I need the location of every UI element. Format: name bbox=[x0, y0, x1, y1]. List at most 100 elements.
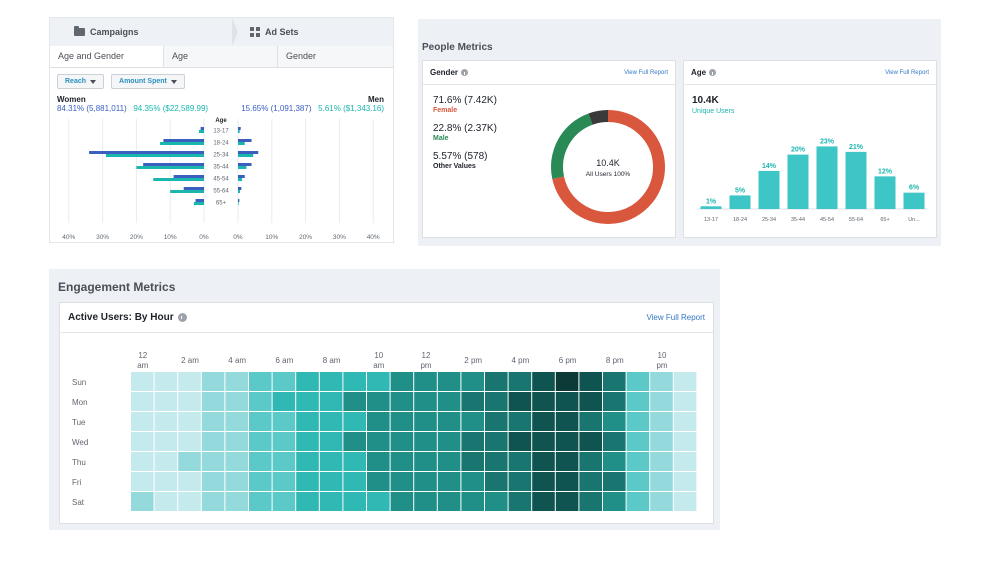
age-category-label: Un... bbox=[908, 217, 920, 223]
heatmap-cell bbox=[225, 472, 248, 491]
heatmap-cell bbox=[249, 372, 272, 391]
bar-men-reach bbox=[238, 127, 241, 130]
heatmap-col-label: 4 pm bbox=[512, 356, 530, 365]
heatmap-cell bbox=[178, 492, 201, 511]
gender-stats: 71.6% (7.42K) Female 22.8% (2.37K) Male … bbox=[433, 95, 497, 179]
heatmap-cell bbox=[343, 472, 366, 491]
heatmap-cell bbox=[178, 472, 201, 491]
heatmap-col-label-suffix: am bbox=[137, 361, 148, 370]
bar-men-spent bbox=[238, 142, 245, 145]
heatmap-row-label: Sat bbox=[72, 498, 85, 507]
age-category-label: 18-24 bbox=[213, 141, 229, 147]
gender-totals: Women Men 84.31% (5,881,011) 94.35% ($22… bbox=[57, 95, 384, 113]
age-category-label: 55-64 bbox=[849, 217, 863, 223]
heatmap-cell bbox=[272, 472, 296, 491]
heatmap-col-label-suffix: am bbox=[373, 361, 384, 370]
age-bar-value-label: 1% bbox=[706, 198, 717, 205]
gender-view-full-report-link[interactable]: View Full Report bbox=[624, 69, 668, 76]
heatmap-cell bbox=[319, 472, 343, 491]
donut-center-label: All Users 100% bbox=[586, 171, 631, 178]
heatmap-cell bbox=[532, 452, 555, 471]
gender-stat-female: 71.6% (7.42K) Female bbox=[433, 95, 497, 114]
heatmap-cell bbox=[249, 452, 272, 471]
donut-center-value: 10.4K bbox=[596, 158, 620, 168]
heatmap-cell bbox=[343, 372, 366, 391]
heatmap-cell bbox=[154, 452, 178, 471]
heatmap-cell bbox=[579, 472, 602, 491]
info-icon[interactable] bbox=[177, 313, 187, 322]
gender-donut-chart: 10.4K All Users 100% bbox=[551, 110, 665, 224]
breadcrumb-ad-sets-label: Ad Sets bbox=[265, 27, 299, 37]
amount-spent-dropdown[interactable]: Amount Spent bbox=[111, 74, 185, 89]
heatmap-cell bbox=[178, 392, 201, 411]
heatmap-cell bbox=[673, 372, 697, 391]
breadcrumb: Campaigns Ad Sets bbox=[50, 18, 393, 46]
gender-stat-other: 5.57% (578) Other Values bbox=[433, 151, 497, 170]
age-category-label: 25-34 bbox=[213, 153, 229, 159]
age-bar-chart: 1% 13-17 5% 18-24 14% 25-34 20% 35-44 23% 45-54 21… bbox=[697, 138, 927, 223]
age-card-title: Age bbox=[691, 68, 717, 77]
heatmap-cell bbox=[579, 372, 602, 391]
age-bar-value-label: 21% bbox=[849, 144, 864, 151]
info-icon[interactable] bbox=[461, 69, 469, 76]
heatmap-cell bbox=[319, 492, 343, 511]
bar-women-spent bbox=[105, 154, 204, 157]
reach-dropdown[interactable]: Reach bbox=[57, 74, 105, 89]
tab-gender[interactable]: Gender bbox=[278, 46, 393, 67]
heatmap-row-label: Wed bbox=[72, 438, 88, 447]
x-tick-label: 30% bbox=[333, 234, 346, 241]
age-bar bbox=[729, 195, 751, 209]
tab-age[interactable]: Age bbox=[164, 46, 278, 67]
heatmap-cell bbox=[508, 372, 532, 391]
bar-men-spent bbox=[238, 202, 239, 205]
active-users-view-full-report-link[interactable]: View Full Report bbox=[646, 313, 705, 322]
breadcrumb-ad-sets[interactable]: Ad Sets bbox=[232, 18, 313, 46]
heatmap-cell bbox=[461, 392, 484, 411]
heatmap-cell bbox=[131, 372, 154, 391]
bar-women-reach bbox=[183, 187, 204, 190]
age-bar-value-label: 6% bbox=[909, 185, 920, 192]
heatmap-row-label: Mon bbox=[72, 398, 88, 407]
heatmap-cell bbox=[414, 472, 437, 491]
amount-spent-dropdown-label: Amount Spent bbox=[119, 78, 167, 85]
other-value: 5.57% (578) bbox=[433, 151, 488, 162]
bar-women-reach bbox=[195, 199, 204, 202]
grid-icon bbox=[250, 27, 260, 37]
heatmap-cell bbox=[603, 392, 626, 411]
heatmap-cell bbox=[154, 412, 178, 431]
heatmap-cell bbox=[367, 372, 390, 391]
heatmap-cell bbox=[296, 412, 319, 431]
heatmap-cell bbox=[131, 452, 154, 471]
x-tick-label: 10% bbox=[164, 234, 177, 241]
demographic-tabs: Age and Gender Age Gender bbox=[50, 46, 393, 68]
heatmap-cell bbox=[154, 372, 178, 391]
age-bar-value-label: 5% bbox=[735, 187, 746, 194]
age-bar-value-label: 23% bbox=[820, 138, 835, 145]
women-spent: 94.35% ($22,589.99) bbox=[133, 104, 209, 113]
bar-women-spent bbox=[198, 130, 204, 133]
campaign-demographics-panel: Campaigns Ad Sets Age and Gender Age Gen… bbox=[49, 17, 394, 243]
unique-users: 10.4K Unique Users bbox=[692, 95, 734, 115]
age-view-full-report-link[interactable]: View Full Report bbox=[885, 69, 929, 76]
heatmap-cell bbox=[485, 472, 508, 491]
tab-age-and-gender[interactable]: Age and Gender bbox=[50, 46, 164, 67]
heatmap-cell bbox=[532, 492, 555, 511]
heatmap-cell bbox=[461, 432, 484, 451]
age-bar bbox=[758, 170, 780, 209]
heatmap-cell bbox=[343, 492, 366, 511]
reach-dropdown-label: Reach bbox=[65, 78, 87, 85]
age-gender-pyramid-chart: 40% 30% 20% 10% 0% 0% 10% 20% 30% 40% Age 13-17 18-2… bbox=[62, 118, 380, 241]
male-value: 22.8% (2.37K) bbox=[433, 123, 497, 134]
heatmap-cell bbox=[225, 432, 248, 451]
info-icon[interactable] bbox=[709, 69, 717, 76]
heatmap-col-label: 12 bbox=[422, 351, 431, 360]
heatmap-cell bbox=[201, 432, 225, 451]
heatmap-cell bbox=[508, 412, 532, 431]
heatmap-cell bbox=[603, 412, 626, 431]
heatmap-cell bbox=[555, 432, 579, 451]
heatmap-col-label: 4 am bbox=[228, 356, 246, 365]
heatmap-col-label: 10 bbox=[658, 351, 667, 360]
heatmap-cell bbox=[367, 392, 390, 411]
breadcrumb-campaigns[interactable]: Campaigns bbox=[50, 18, 238, 46]
